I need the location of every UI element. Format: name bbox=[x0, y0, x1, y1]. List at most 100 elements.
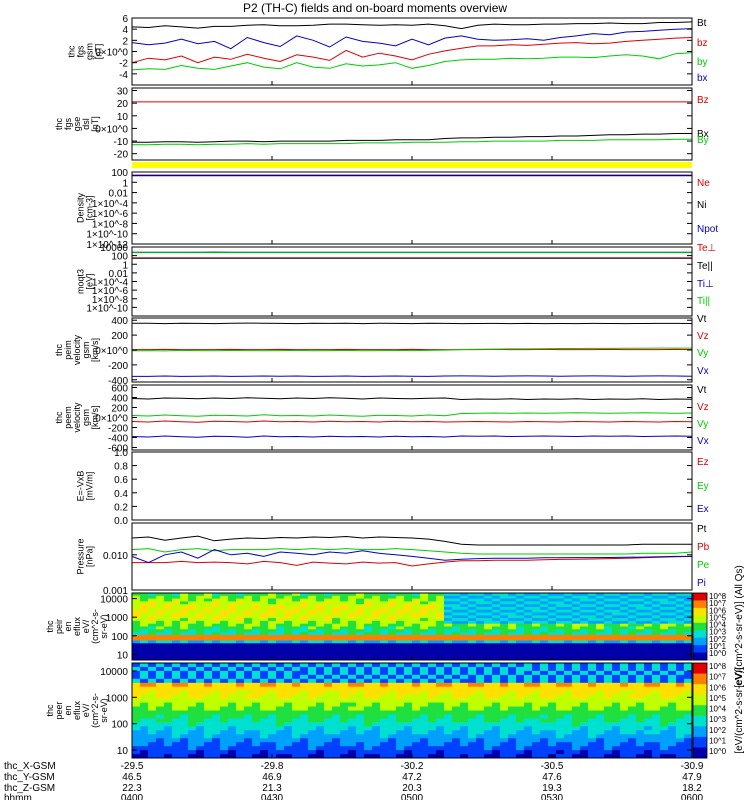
panel-peer-eflux-cell bbox=[364, 707, 373, 711]
panel-peer-eflux-cell bbox=[324, 663, 333, 667]
panel-peer-eflux-cell bbox=[404, 687, 413, 691]
panel-peer-eflux-cell bbox=[548, 671, 557, 675]
panel-peer-eflux-cell bbox=[500, 671, 509, 675]
panel-peer-eflux-cell bbox=[628, 718, 637, 722]
panel-peer-eflux-cell bbox=[156, 742, 165, 746]
panel-peer-eflux-cell bbox=[252, 734, 261, 738]
panel-peer-eflux-cell bbox=[428, 683, 437, 687]
panel-peer-eflux-cell bbox=[340, 714, 349, 718]
panel-peer-eflux-cell bbox=[332, 679, 341, 683]
panel-peer-eflux-cell bbox=[596, 699, 605, 703]
panel-peem-velocity-ylabel-line: [km/s] bbox=[90, 406, 100, 430]
panel-peer-eflux-cell bbox=[252, 742, 261, 746]
panel-peer-eflux-cell bbox=[244, 707, 253, 711]
panel-peer-eflux-cell bbox=[548, 683, 557, 687]
panel-peer-eflux-cell bbox=[580, 667, 589, 671]
panel-peer-eflux-cell bbox=[620, 714, 629, 718]
panel-peer-eflux-cell bbox=[628, 671, 637, 675]
panel-peer-eflux-cell bbox=[404, 679, 413, 683]
panel-peer-eflux-cell bbox=[252, 707, 261, 711]
panel-peer-eflux-cell bbox=[252, 730, 261, 734]
panel-peer-eflux-cell bbox=[244, 738, 253, 742]
panel-peer-eflux-cell bbox=[180, 703, 189, 707]
panel-peer-eflux-cell bbox=[420, 663, 429, 667]
panel-peer-eflux-cell bbox=[380, 726, 389, 730]
panel-peer-eflux-cell bbox=[460, 746, 469, 750]
panel-peer-eflux-cell bbox=[260, 695, 269, 699]
panel-peer-eflux-cell bbox=[564, 730, 573, 734]
panel-peer-eflux-cell bbox=[244, 691, 253, 695]
panel-peer-eflux-cell bbox=[652, 742, 661, 746]
panel-peer-eflux-cell bbox=[372, 699, 381, 703]
panel-peer-eflux-cell bbox=[484, 714, 493, 718]
panel-peer-eflux-cell bbox=[372, 703, 381, 707]
panel-peer-eflux-cell bbox=[292, 746, 301, 750]
panel-peer-eflux-cell bbox=[684, 714, 693, 718]
panel-peer-eflux-cell bbox=[492, 738, 501, 742]
panel-peer-eflux-cell bbox=[228, 746, 237, 750]
panel-peer-eflux-cell bbox=[412, 699, 421, 703]
panel-peer-eflux-cell bbox=[188, 722, 197, 726]
panel-peer-eflux-cell bbox=[268, 726, 277, 730]
panel-peer-eflux-cell bbox=[140, 707, 149, 711]
panel-peer-eflux-cell bbox=[260, 734, 269, 738]
panel-peer-eflux-cell bbox=[460, 679, 469, 683]
panel-peer-eflux-cell bbox=[428, 742, 437, 746]
panel-peer-eflux-cell bbox=[228, 675, 237, 679]
panel-peer-eflux-cell bbox=[668, 711, 677, 715]
panel-peer-eflux-cell bbox=[300, 734, 309, 738]
panel-peer-eflux-cell bbox=[564, 722, 573, 726]
panel-peer-eflux-cell bbox=[460, 667, 469, 671]
panel-peer-eflux-cell bbox=[404, 718, 413, 722]
panel-peer-eflux-cell bbox=[292, 738, 301, 742]
panel-peer-eflux-cell bbox=[548, 711, 557, 715]
panel-peem-velocity-legend-vy: Vy bbox=[697, 419, 708, 430]
panel-peer-eflux-cell bbox=[172, 695, 181, 699]
panel-peer-eflux-cell bbox=[460, 695, 469, 699]
panel-peer-eflux-cell bbox=[268, 675, 277, 679]
panel-peer-eflux-cell bbox=[204, 663, 213, 667]
panel-peer-eflux-cell bbox=[556, 675, 565, 679]
panel-peer-eflux-cell bbox=[420, 683, 429, 687]
panel-peer-eflux-cell bbox=[484, 671, 493, 675]
panel-peer-eflux-cell bbox=[260, 703, 269, 707]
panel-peer-eflux-cell bbox=[316, 726, 325, 730]
panel-peer-eflux-cell bbox=[172, 746, 181, 750]
panel-peer-eflux-cell bbox=[524, 663, 533, 667]
panel-peer-eflux-cell bbox=[548, 722, 557, 726]
panel-peer-eflux-cell bbox=[620, 734, 629, 738]
panel-peer-eflux-cell bbox=[188, 718, 197, 722]
panel-peer-eflux-cell bbox=[220, 734, 229, 738]
panel-peer-eflux-cell bbox=[612, 742, 621, 746]
panel-peer-eflux-cell bbox=[276, 746, 285, 750]
panel-peer-eflux-cell bbox=[660, 663, 669, 667]
panel-peer-eflux-cell bbox=[476, 738, 485, 742]
panel-peer-eflux-cell bbox=[148, 738, 157, 742]
panel-peer-eflux-cell bbox=[532, 663, 541, 667]
panel-peer-eflux-cell bbox=[652, 734, 661, 738]
panel-peer-eflux-cell bbox=[572, 703, 581, 707]
panel-peer-eflux-cell bbox=[452, 714, 461, 718]
panel-peer-eflux-cell bbox=[244, 683, 253, 687]
panel-peer-eflux-cell bbox=[516, 695, 525, 699]
panel-peer-eflux-cell bbox=[348, 703, 357, 707]
panel-peer-eflux-ytick-label: 10000 bbox=[100, 667, 128, 678]
panel-peer-eflux-cell bbox=[380, 663, 389, 667]
panel-peer-eflux-cell bbox=[348, 675, 357, 679]
panel-peer-eflux-cell bbox=[284, 738, 293, 742]
panel-peer-eflux-cell bbox=[548, 718, 557, 722]
panel-peer-eflux-cell bbox=[668, 726, 677, 730]
panel-peer-eflux-cell bbox=[484, 703, 493, 707]
panel-peer-eflux-cell bbox=[212, 699, 221, 703]
panel-peer-eflux-cell bbox=[420, 671, 429, 675]
panel-peer-eflux-cell bbox=[636, 671, 645, 675]
panel-peer-eflux-cell bbox=[564, 726, 573, 730]
panel-peer-eflux-cell bbox=[148, 671, 157, 675]
panel-peer-eflux-cell bbox=[460, 663, 469, 667]
panel-peer-eflux-cell bbox=[364, 714, 373, 718]
panel-peer-eflux-cell bbox=[188, 707, 197, 711]
panel-peer-eflux-cell bbox=[652, 663, 661, 667]
panel-peer-eflux-cell bbox=[372, 722, 381, 726]
panel-peer-eflux-cell bbox=[492, 699, 501, 703]
panel-peer-eflux-cell bbox=[660, 703, 669, 707]
